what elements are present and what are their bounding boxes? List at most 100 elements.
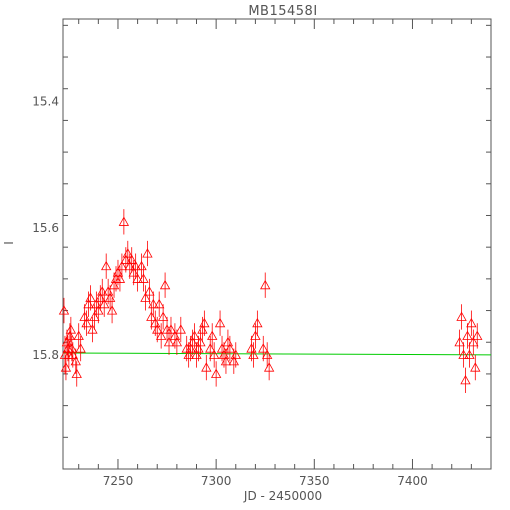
triangle-marker (468, 336, 479, 347)
data-point (101, 253, 112, 279)
data-point (67, 342, 78, 368)
plot-frame (62, 18, 492, 470)
triangle-marker (454, 336, 465, 347)
triangle-marker (116, 260, 128, 271)
data-point (144, 278, 155, 305)
triangle-marker (159, 279, 171, 290)
data-point (199, 310, 210, 336)
triangle-marker (64, 330, 76, 340)
y-tick-label: 15.8 (32, 348, 59, 362)
triangle-marker (99, 298, 110, 309)
data-point (75, 335, 86, 362)
x-tick-label: 7300 (201, 474, 232, 488)
data-point (104, 285, 116, 311)
triangle-marker (71, 368, 82, 378)
data-point (58, 297, 70, 324)
triangle-marker (126, 254, 137, 264)
data-point (60, 354, 72, 381)
triangle-marker (460, 374, 471, 385)
triangle-marker (171, 336, 183, 347)
data-point (454, 329, 465, 355)
triangle-marker (157, 311, 169, 321)
triangle-marker (262, 349, 273, 359)
triangle-marker (60, 362, 72, 372)
triangle-marker (106, 305, 118, 315)
data-point (456, 304, 467, 330)
data-point (201, 354, 212, 381)
triangle-marker (155, 330, 167, 340)
triangle-marker (154, 298, 165, 309)
triangle-marker (470, 362, 481, 372)
data-point (466, 310, 477, 336)
triangle-marker (458, 349, 469, 359)
triangle-marker (175, 324, 186, 334)
triangle-marker (456, 311, 467, 321)
y-tick-label: 15.4 (32, 94, 59, 108)
triangle-marker (462, 330, 473, 340)
x-tick-label: 7400 (397, 474, 428, 488)
data-point (252, 310, 263, 336)
triangle-marker (73, 330, 84, 340)
chart-title: MB15458I (248, 4, 317, 19)
triangle-marker (148, 298, 159, 309)
data-point (85, 285, 96, 311)
data-point (116, 253, 128, 279)
data-point (189, 323, 200, 349)
triangle-marker (260, 279, 271, 290)
y-axis-label: I (2, 241, 16, 245)
triangle-marker (142, 248, 153, 258)
triangle-marker (207, 330, 218, 340)
triangle-marker (252, 317, 263, 328)
data-point (140, 285, 151, 311)
triangle-marker (122, 248, 133, 258)
data-point (260, 272, 271, 298)
triangle-marker (118, 216, 130, 226)
triangle-marker (220, 355, 232, 366)
data-point (220, 348, 232, 374)
data-point (157, 304, 169, 330)
triangle-marker (464, 349, 475, 359)
triangle-marker (466, 317, 477, 328)
data-point (472, 323, 483, 349)
triangle-marker (140, 292, 151, 302)
data-point (71, 361, 82, 387)
triangle-marker (138, 273, 149, 283)
triangle-marker (101, 260, 112, 271)
x-tick-label: 7350 (299, 474, 330, 488)
data-point (154, 291, 165, 317)
triangle-marker (144, 286, 155, 296)
triangle-marker (208, 349, 220, 359)
triangle-marker (70, 355, 81, 366)
data-point (148, 291, 159, 317)
triangle-marker (165, 324, 177, 334)
data-point (175, 316, 186, 343)
triangle-marker (152, 324, 163, 334)
triangle-marker (65, 324, 77, 334)
triangle-marker (201, 362, 212, 372)
triangle-marker (136, 260, 147, 271)
data-point (106, 297, 118, 324)
triangle-marker (97, 286, 108, 296)
data-point (462, 323, 473, 349)
data-point (73, 323, 84, 349)
x-tick-label: 7250 (103, 474, 134, 488)
triangle-marker (132, 273, 143, 283)
data-point (470, 354, 481, 381)
data-point (207, 323, 218, 349)
x-axis-ticks: 7250 7300 7350 7400 (78, 19, 492, 488)
data-point (81, 310, 92, 336)
data-point (136, 253, 147, 279)
data-point (248, 342, 259, 368)
data-point (214, 310, 226, 336)
data-point (458, 342, 469, 368)
data-point (468, 329, 479, 355)
triangle-marker (199, 317, 210, 328)
data-point (65, 316, 77, 343)
triangle-marker (189, 330, 200, 340)
data-point (224, 335, 236, 362)
data-point (159, 272, 171, 298)
data-point (230, 342, 241, 368)
triangle-marker (75, 343, 86, 353)
data-point (210, 361, 222, 387)
